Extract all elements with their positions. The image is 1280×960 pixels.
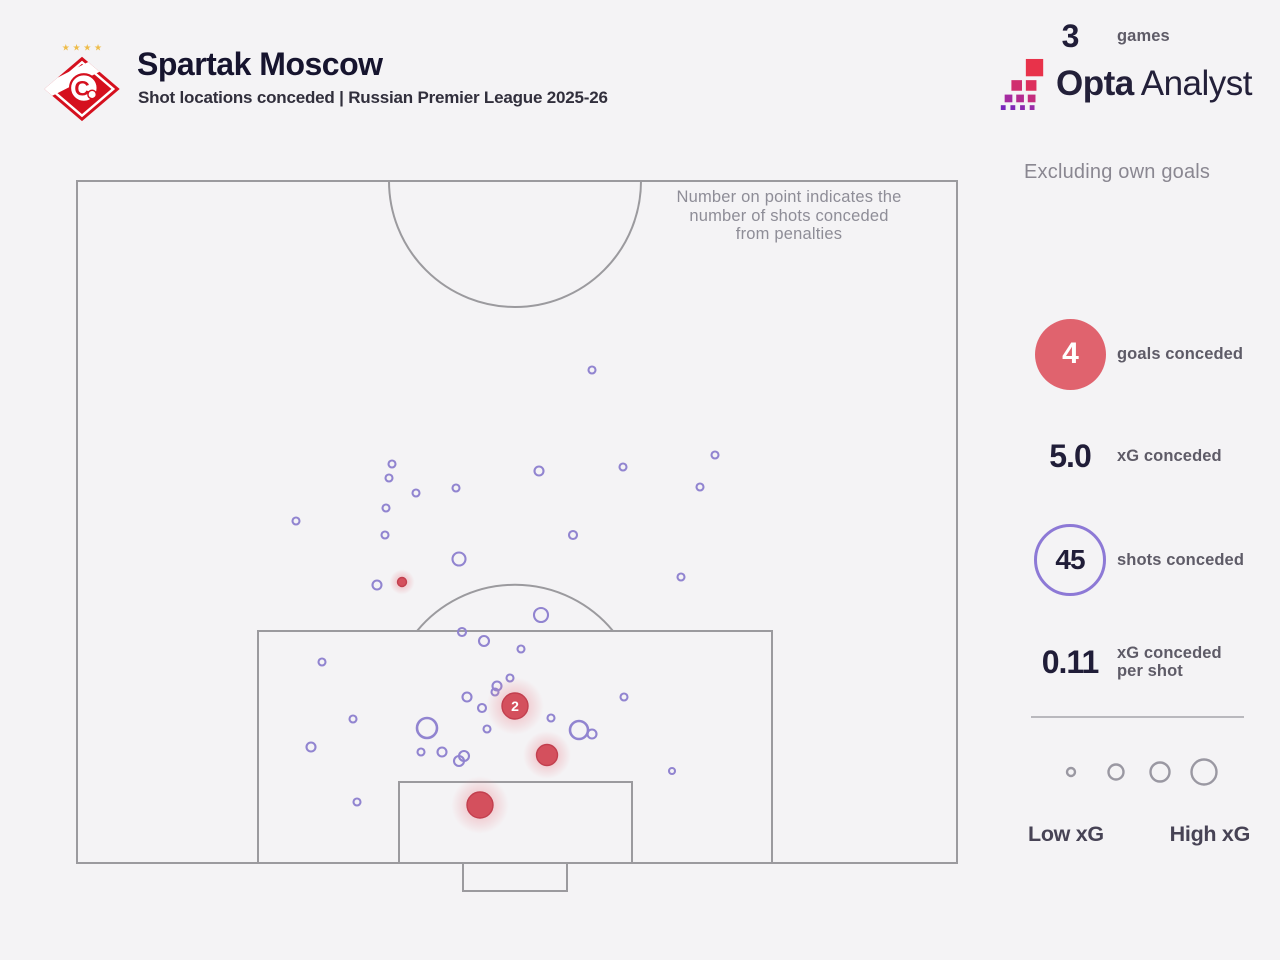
shot-marker <box>456 626 468 638</box>
shot-marker <box>451 551 467 567</box>
shot-marker <box>587 365 597 375</box>
xg-conceded-label: xG conceded <box>1117 447 1222 465</box>
shot-marker <box>568 719 590 741</box>
xg-legend-labels: Low xG High xG <box>1028 822 1250 847</box>
shot-marker <box>546 713 556 723</box>
opta-squares-icon <box>1000 58 1044 110</box>
shot-marker <box>533 465 545 477</box>
shot-marker <box>291 516 301 526</box>
stats-panel: Excluding own goals 4 goals conceded 5.0… <box>1024 0 1280 960</box>
goal-marker <box>535 743 559 767</box>
shot-marker <box>411 488 421 498</box>
penalty-note: Number on point indicates the number of … <box>668 188 910 244</box>
spartak-crest-icon: ★ ★ ★ ★ C <box>44 42 120 122</box>
stat-xg-conceded: 5.0 xG conceded <box>1030 420 1280 492</box>
club-initial: C <box>74 77 89 100</box>
penalty-arc <box>416 583 614 632</box>
shot-marker <box>415 716 439 740</box>
panel-divider <box>1031 716 1244 718</box>
shot-marker <box>381 503 391 513</box>
centre-circle-arc <box>388 180 642 308</box>
goal-marker <box>396 576 408 588</box>
shot-marker <box>387 459 397 469</box>
opta-wordmark-light: Analyst <box>1140 64 1253 103</box>
opta-wordmark-bold: Opta <box>1056 64 1134 103</box>
stat-goals-conceded: 4 goals conceded <box>1030 318 1280 390</box>
goals-conceded-value: 4 <box>1062 337 1079 370</box>
shot-marker <box>567 529 579 541</box>
goal-marker <box>501 692 529 720</box>
goal-marker <box>466 791 494 819</box>
shot-marker <box>380 530 390 540</box>
shot-marker <box>317 657 327 667</box>
shot-marker <box>676 572 686 582</box>
goal-frame <box>462 862 568 892</box>
shot-marker <box>348 714 358 724</box>
shots-conceded-badge: 45 <box>1034 524 1106 596</box>
xg-size-legend-icon <box>1065 758 1218 786</box>
games-label: games <box>1117 27 1170 45</box>
six-yard-box <box>398 781 633 864</box>
shot-marker <box>461 691 473 703</box>
stat-xg-per-shot: 0.11 xG conceded per shot <box>1030 626 1280 698</box>
opta-wordmark: Opta Analyst <box>1056 64 1253 104</box>
penalty-note-line3: from penalties <box>735 225 843 243</box>
shot-marker <box>416 747 426 757</box>
legend-low-xg: Low xG <box>1028 822 1104 846</box>
xg-conceded-value: 5.0 <box>1049 437 1091 474</box>
spartak-moscow-logo: ★ ★ ★ ★ C <box>36 40 128 122</box>
penalty-box <box>257 630 773 864</box>
shot-marker <box>482 724 492 734</box>
shot-marker <box>532 606 550 624</box>
shot-marker <box>452 754 466 768</box>
shots-conceded-value: 45 <box>1055 544 1085 575</box>
shot-marker <box>476 702 488 714</box>
panel-heading: Excluding own goals <box>1024 161 1211 183</box>
shots-conceded-label: shots conceded <box>1117 551 1245 569</box>
pitch-lines <box>76 180 958 892</box>
legend-high-xg: High xG <box>1169 822 1251 846</box>
shot-marker <box>352 797 362 807</box>
header: Spartak Moscow Shot locations conceded |… <box>137 46 608 108</box>
penalty-note-line1: Number on point indicates the <box>676 188 902 206</box>
shot-marker <box>305 741 317 753</box>
shot-marker <box>436 746 448 758</box>
page-title: Spartak Moscow <box>137 46 383 82</box>
goals-conceded-badge: 4 <box>1034 318 1106 390</box>
shot-marker <box>667 766 677 776</box>
opta-analyst-logo: Opta Analyst <box>997 58 1253 110</box>
shot-marker <box>371 579 383 591</box>
shot-marker <box>384 473 394 483</box>
shot-marker <box>477 634 491 648</box>
club-stars: ★ ★ ★ ★ <box>62 42 103 52</box>
games-value: 3 <box>1061 17 1080 54</box>
shot-markers-layer: 2 <box>291 365 720 834</box>
shot-marker <box>516 644 526 654</box>
goals-conceded-label: goals conceded <box>1117 345 1244 363</box>
stat-games: 3 games <box>1030 0 1280 72</box>
shot-marker <box>695 482 705 492</box>
penalty-count-label: 2 <box>511 698 519 714</box>
xg-per-shot-value: 0.11 <box>1041 643 1100 680</box>
shot-marker <box>618 462 628 472</box>
page-subtitle: Shot locations conceded | Russian Premie… <box>138 88 608 107</box>
shot-marker <box>586 728 598 740</box>
shot-marker <box>710 450 720 460</box>
stat-shots-conceded: 45 shots conceded <box>1030 524 1280 596</box>
pitch-boundary <box>76 180 958 864</box>
penalty-note-line2: number of shots conceded <box>689 206 889 225</box>
xg-per-shot-label: xG conceded per shot <box>1117 644 1222 680</box>
shot-marker <box>451 483 461 493</box>
shot-marker <box>619 692 629 702</box>
